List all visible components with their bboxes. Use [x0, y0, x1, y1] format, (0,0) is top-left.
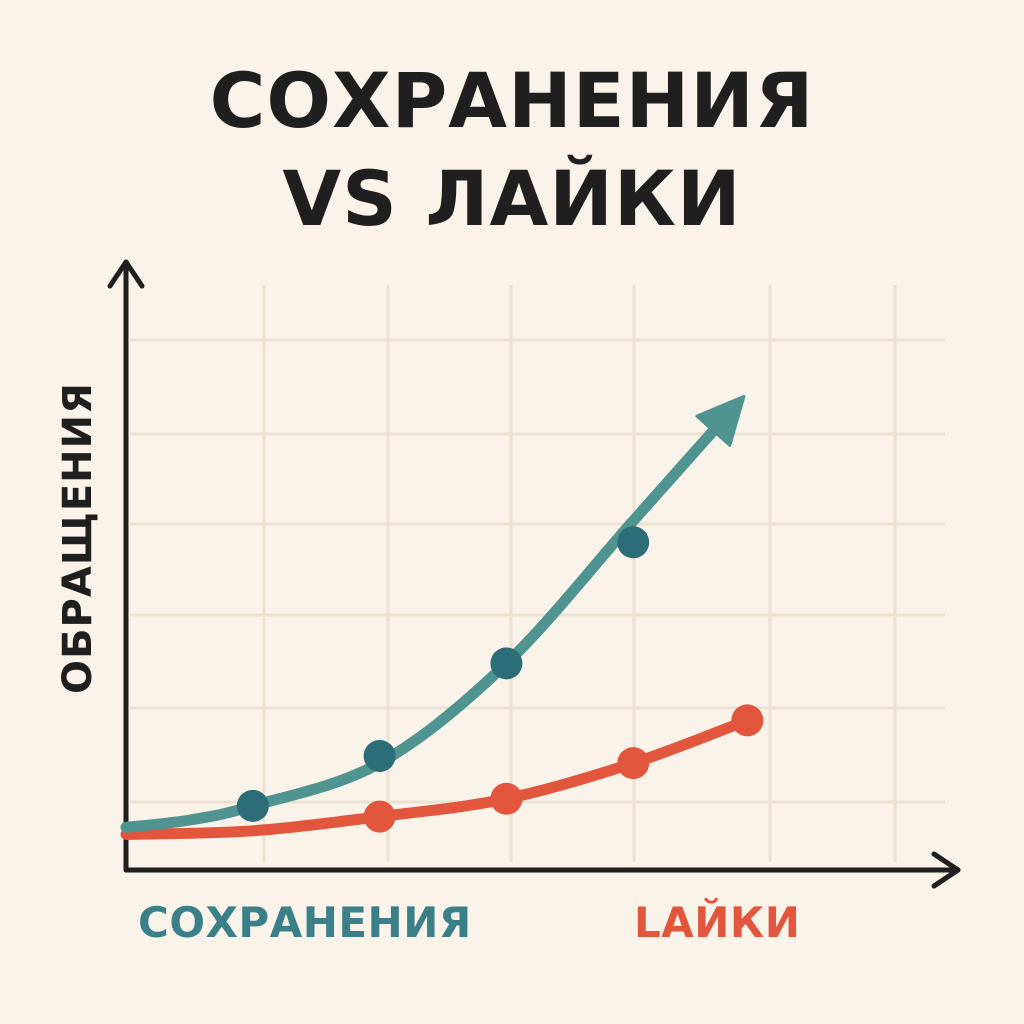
legend-likes: LАЙКИ: [634, 898, 801, 947]
data-point-likes: [617, 747, 650, 780]
chart-title-line-2: VS ЛАЙКИ: [282, 154, 742, 243]
data-point-saves: [490, 647, 523, 680]
data-point-likes: [490, 782, 523, 815]
x-axis-arrowhead: [931, 851, 961, 889]
series-layer: [120, 394, 764, 840]
data-point-saves: [363, 740, 396, 772]
axes: [107, 259, 961, 889]
series-line-saves: [120, 401, 741, 833]
data-point-saves: [236, 789, 269, 822]
grid: [130, 285, 945, 862]
data-point-likes: [363, 800, 396, 833]
chart-title: СОХРАНЕНИЯ VS ЛАЙКИ: [0, 52, 1024, 248]
y-axis-label: ОБРАЩЕНИЯ: [55, 382, 101, 694]
series-arrowhead-saves: [695, 394, 746, 447]
legend-saves: СОХРАНЕНИЯ: [138, 898, 472, 947]
y-axis-arrowhead: [107, 259, 145, 289]
data-point-likes: [731, 704, 764, 737]
chart-title-line-1: СОХРАНЕНИЯ: [209, 56, 815, 145]
data-point-saves: [617, 526, 650, 559]
